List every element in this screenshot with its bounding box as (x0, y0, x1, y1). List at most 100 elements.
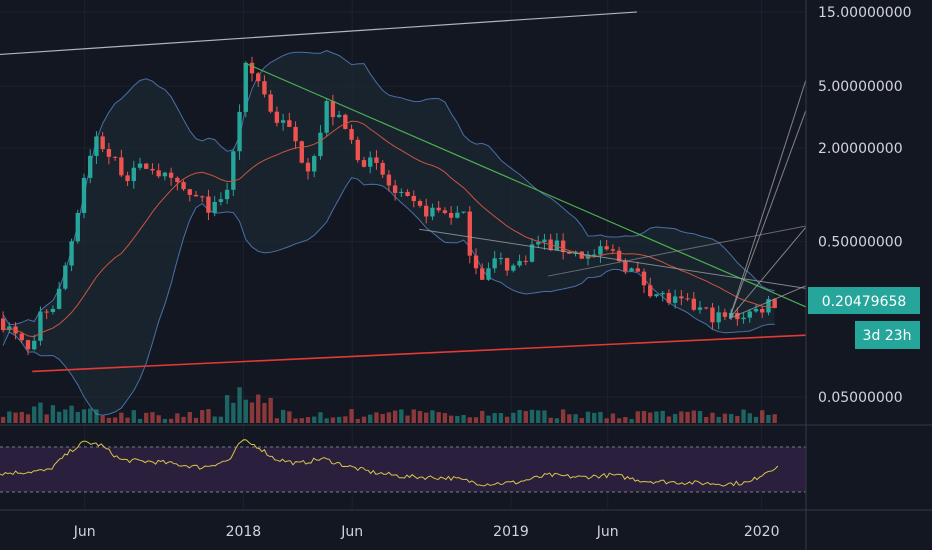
candle-body (392, 185, 398, 193)
volume-bar (554, 418, 560, 423)
candle-body (112, 156, 118, 158)
candle-body (623, 261, 628, 272)
candle-body (772, 299, 777, 308)
candlesticks (0, 56, 777, 356)
candle-body (567, 252, 572, 254)
candle-body (679, 296, 684, 299)
candle-body (747, 311, 752, 318)
volume-bar (32, 406, 37, 423)
candle-body (517, 260, 522, 266)
volume-bar (467, 417, 472, 423)
volume-bar (125, 417, 130, 423)
volume-bar (442, 413, 448, 423)
long-trendline (0, 11, 637, 56)
volume-bar (137, 418, 143, 423)
candle-body (448, 212, 454, 218)
volume-bar (212, 416, 217, 423)
volume-bar (380, 414, 385, 423)
volume-bar (361, 416, 367, 423)
candle-body (753, 308, 759, 312)
volume-bar (287, 411, 292, 423)
time-tick-label: Jun (73, 524, 96, 540)
volume-bar (523, 411, 528, 423)
volume-bar (741, 409, 746, 423)
volume-bar (156, 415, 161, 423)
candle-body (529, 244, 535, 262)
volume-bar (461, 415, 466, 423)
volume-bar (88, 408, 93, 423)
volume-bar (330, 417, 336, 423)
volume-bar (336, 416, 342, 423)
volume-bar (355, 418, 360, 423)
candle-body (361, 160, 367, 167)
candle-body (262, 81, 267, 95)
time-tick-label: 2019 (493, 524, 529, 540)
volume-bar (25, 414, 31, 423)
volume-bar (7, 411, 12, 423)
volume-bar (162, 418, 168, 423)
rsi-line (0, 439, 779, 487)
candle-body (0, 318, 6, 331)
volume-bar (112, 417, 118, 423)
volume-bar (511, 412, 516, 423)
candle-body (592, 254, 597, 256)
candle-body (69, 241, 74, 266)
candle-body (224, 189, 230, 200)
candle-body (498, 258, 504, 260)
candle-body (486, 268, 491, 280)
candle-body (442, 210, 448, 213)
candle-body (293, 126, 298, 142)
volume-bar (231, 402, 236, 423)
volume-bar (504, 416, 510, 423)
volume-bar (735, 416, 740, 423)
time-tick-label: 2018 (226, 524, 262, 540)
candle-body (598, 246, 603, 255)
candle-body (504, 258, 510, 271)
volume-bar (548, 417, 553, 423)
volume-bar (455, 415, 460, 423)
countdown-badge: 3d 23h (855, 321, 920, 349)
candle-body (411, 195, 416, 202)
volume-bar (50, 405, 56, 423)
candle-body (436, 207, 441, 211)
volume-bar (598, 411, 603, 423)
candle-body (685, 298, 690, 300)
volume-bar (168, 418, 174, 423)
volume-bar (585, 411, 591, 423)
candle-body (287, 120, 292, 127)
candle-body (324, 101, 329, 133)
volume-bar (610, 413, 616, 423)
volume-bar (728, 414, 734, 423)
candle-body (480, 268, 485, 280)
candle-body (125, 175, 130, 182)
price-axis[interactable]: 15.00000000 5.00000000 2.00000000 0.5000000… (818, 5, 912, 406)
candle-body (741, 317, 746, 320)
volume-bar (517, 409, 522, 423)
volume-bar (579, 418, 584, 423)
volume-bar (722, 413, 728, 423)
candle-body (106, 149, 112, 157)
candle-body (299, 141, 304, 163)
candle-body (249, 62, 255, 74)
volume-bar (75, 411, 80, 423)
candle-body (629, 268, 634, 272)
volume-bar (305, 417, 311, 423)
volume-bar (249, 402, 255, 423)
candle-body (380, 162, 385, 175)
volume-bar (312, 416, 317, 423)
candle-body (660, 292, 665, 295)
candle-body (330, 101, 336, 118)
volume-bar (299, 418, 304, 423)
candle-body (766, 299, 771, 313)
candle-body (374, 157, 379, 163)
volume-bar (766, 415, 771, 423)
volume-bar (448, 415, 454, 423)
time-tick-label: 2020 (744, 524, 780, 540)
candle-body (336, 114, 342, 118)
candle-body (88, 155, 93, 178)
price-tick-label: 15.00000000 (818, 5, 912, 21)
candle-body (268, 94, 273, 112)
volume-bar (256, 394, 261, 423)
time-axis[interactable]: Jun 2018 Jun 2019 Jun 2020 (73, 524, 780, 540)
